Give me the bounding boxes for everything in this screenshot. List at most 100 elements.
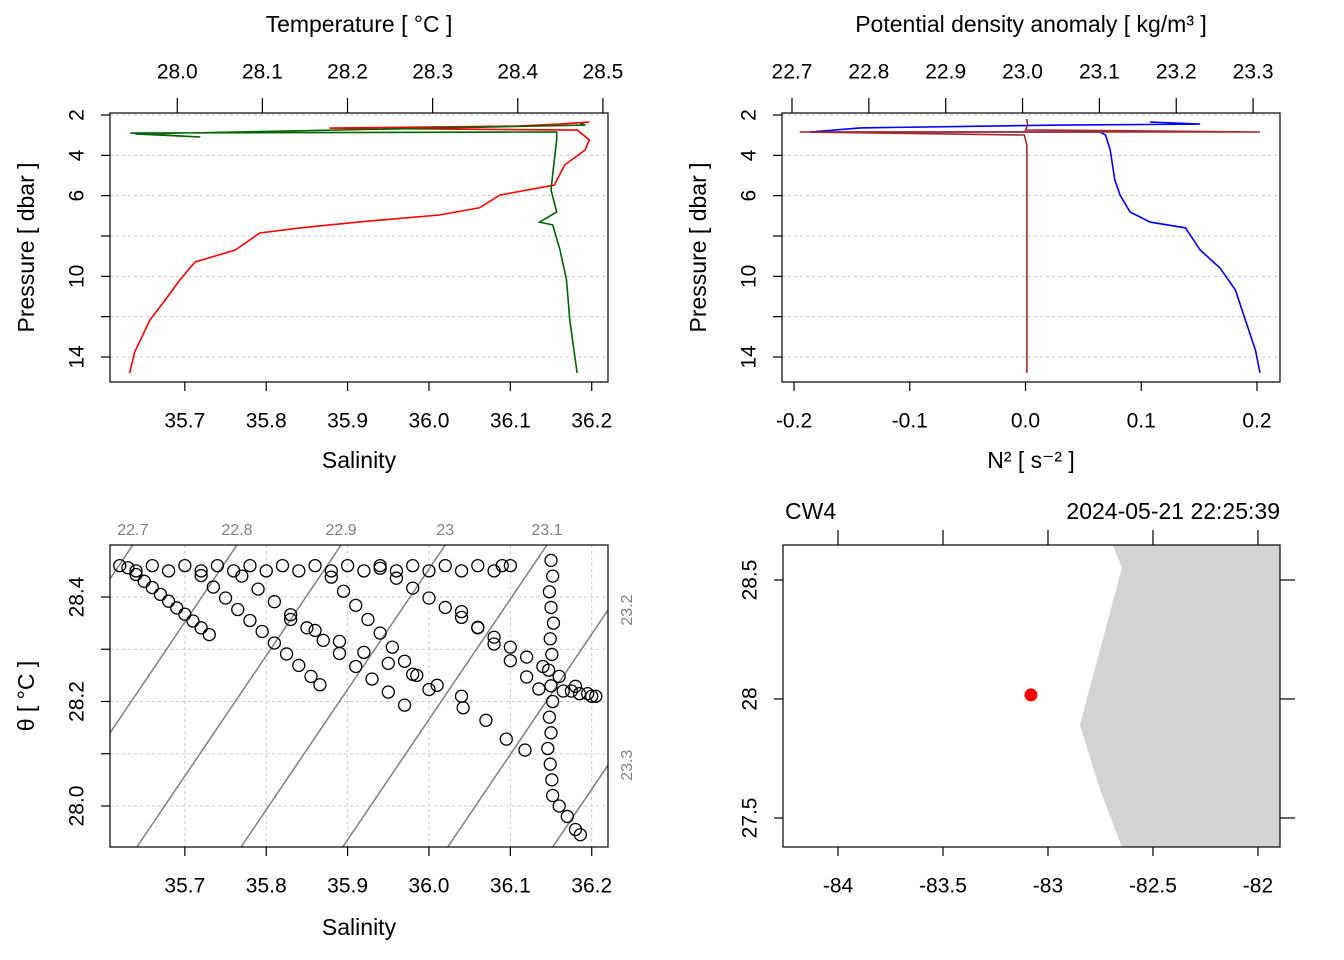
ts-point bbox=[304, 669, 318, 684]
x-tick-label: 36.1 bbox=[490, 875, 531, 898]
x2-tick-label: 28.3 bbox=[412, 61, 453, 84]
ts-point bbox=[194, 564, 208, 578]
ts-point bbox=[503, 558, 518, 573]
ts-point bbox=[361, 612, 375, 627]
ts-point bbox=[546, 694, 560, 709]
ts-point bbox=[385, 640, 400, 654]
ts-point bbox=[397, 654, 412, 668]
x2-tick-label: 23.0 bbox=[1002, 61, 1043, 84]
ts-point bbox=[206, 580, 220, 594]
ts-point bbox=[585, 689, 599, 703]
ts-point bbox=[573, 828, 587, 842]
ts-point bbox=[454, 689, 469, 703]
ts-point bbox=[519, 670, 534, 684]
x-tick-label: 35.9 bbox=[327, 410, 368, 433]
ts-point bbox=[243, 558, 257, 573]
y-tick-label: 28.2 bbox=[66, 681, 89, 722]
ts-point bbox=[543, 632, 557, 646]
ts-point bbox=[499, 732, 513, 746]
isopycnal bbox=[552, 764, 608, 847]
ts-point bbox=[373, 561, 387, 575]
ts-point bbox=[275, 558, 290, 573]
ts-point bbox=[145, 580, 159, 595]
ts-point bbox=[357, 564, 371, 578]
ts-point bbox=[544, 726, 558, 740]
ts-point bbox=[161, 564, 176, 578]
station-marker bbox=[1024, 688, 1038, 702]
ts-point bbox=[349, 659, 363, 674]
x2-tick-label: 22.9 bbox=[925, 61, 966, 84]
isopycnal-label: 23.3 bbox=[619, 750, 636, 781]
y-tick-label: 10 bbox=[66, 265, 89, 288]
ts-point bbox=[454, 564, 469, 578]
ts-point bbox=[292, 564, 306, 578]
ts-point bbox=[313, 678, 327, 692]
x-tick-label: 0.0 bbox=[1011, 410, 1040, 433]
y-tick-label: 28.4 bbox=[66, 576, 89, 617]
x-tick-label: -83.5 bbox=[919, 875, 967, 898]
station-time: 2024-05-21 22:25:39 bbox=[1066, 498, 1280, 524]
ts-point bbox=[545, 647, 559, 662]
ts-point bbox=[145, 558, 159, 573]
ts-point bbox=[519, 650, 534, 664]
ts-point bbox=[454, 610, 469, 625]
ts-point bbox=[255, 624, 269, 639]
y-axis-title: θ [ °C ] bbox=[13, 661, 39, 732]
ts-point bbox=[194, 568, 208, 583]
ts-point bbox=[178, 607, 192, 621]
ts-point bbox=[552, 669, 566, 684]
isopycnal bbox=[136, 545, 342, 847]
x2-tick-label: 23.3 bbox=[1233, 61, 1274, 84]
profile-line bbox=[128, 121, 591, 374]
ts-point bbox=[235, 569, 249, 583]
ts-point bbox=[546, 569, 560, 583]
ts-point bbox=[518, 743, 532, 757]
x2-tick-label: 28.0 bbox=[157, 61, 198, 84]
ts-point bbox=[324, 564, 338, 578]
isopycnal bbox=[447, 609, 608, 847]
x-axis-title: Salinity bbox=[322, 447, 397, 473]
x2-tick-label: 28.5 bbox=[582, 61, 623, 84]
station-name: CW4 bbox=[785, 498, 836, 524]
x2-tick-label: 23.2 bbox=[1156, 61, 1197, 84]
ts-point bbox=[365, 672, 379, 686]
y-tick-label: 10 bbox=[738, 265, 761, 288]
ts-point bbox=[267, 636, 282, 650]
ts-point bbox=[129, 564, 143, 578]
x-tick-label: 35.7 bbox=[164, 875, 205, 898]
ts-point bbox=[332, 634, 347, 649]
ts-point bbox=[545, 773, 559, 787]
ts-point bbox=[336, 584, 351, 598]
ts-point bbox=[430, 678, 444, 692]
ts-point bbox=[546, 616, 561, 630]
ts-point bbox=[210, 558, 225, 573]
isopycnal bbox=[110, 545, 238, 734]
x2-tick-label: 22.8 bbox=[848, 61, 889, 84]
ts-point bbox=[454, 604, 469, 619]
land bbox=[1079, 545, 1280, 847]
y-axis-title: Pressure [ dbar ] bbox=[13, 162, 39, 332]
isopycnal-label: 22.8 bbox=[221, 522, 252, 539]
ts-point bbox=[357, 645, 371, 660]
ts-point bbox=[544, 553, 558, 568]
ts-point bbox=[568, 679, 583, 693]
ts-point bbox=[283, 608, 298, 622]
profile-line bbox=[809, 121, 1261, 374]
isopycnal bbox=[240, 545, 446, 847]
ts-point bbox=[406, 667, 420, 681]
ts-point bbox=[397, 698, 412, 712]
ts-point bbox=[153, 587, 168, 602]
y-tick-label: 27.5 bbox=[739, 798, 762, 839]
y-tick-label: 2 bbox=[66, 109, 89, 121]
plot-box bbox=[109, 544, 609, 848]
x2-axis-title: Temperature [ °C ] bbox=[266, 11, 453, 37]
ts-point bbox=[218, 591, 233, 605]
ts-point bbox=[406, 558, 420, 573]
isopycnal-label: 23.2 bbox=[619, 594, 636, 625]
ts-point bbox=[560, 809, 574, 824]
ts-point bbox=[129, 567, 143, 582]
ts-point bbox=[532, 682, 546, 696]
ts-point bbox=[422, 682, 436, 697]
x-tick-label: 35.8 bbox=[246, 410, 287, 433]
y-tick-label: 28 bbox=[739, 687, 762, 710]
